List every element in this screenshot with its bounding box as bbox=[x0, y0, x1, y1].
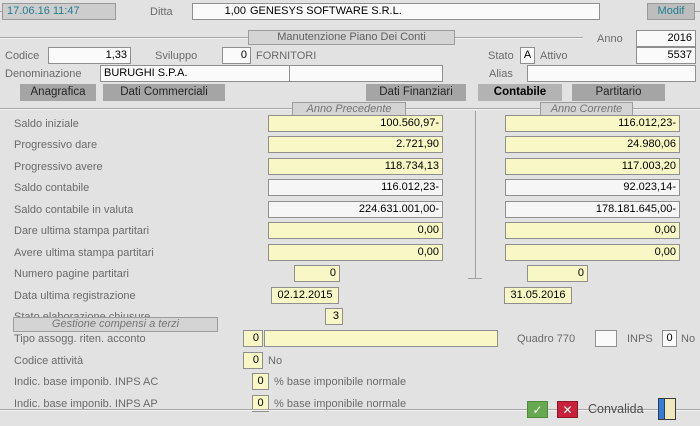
progressivo-avere-prev[interactable]: 118.734,13 bbox=[268, 158, 443, 175]
saldo-valuta-prev: 224.631.001,00- bbox=[268, 201, 443, 218]
anno-label: Anno bbox=[597, 33, 623, 45]
stato-label: Stato bbox=[488, 50, 514, 62]
codice-attivita-field[interactable]: 0 bbox=[243, 352, 263, 369]
column-divider bbox=[475, 111, 476, 279]
alias-field[interactable] bbox=[527, 65, 696, 82]
saldo-iniziale-curr[interactable]: 116.012,23- bbox=[505, 115, 680, 132]
codice-field[interactable]: 1,33 bbox=[48, 47, 131, 64]
section-header-compensi: Gestione compensi a terzi bbox=[13, 317, 218, 332]
saldo-iniziale-prev[interactable]: 100.560,97- bbox=[268, 115, 443, 132]
page-title: Manutenzione Piano Dei Conti bbox=[248, 30, 455, 45]
saldo-contabile-prev: 116.012,23- bbox=[268, 179, 443, 196]
dare-stampa-curr[interactable]: 0,00 bbox=[505, 222, 680, 239]
saldo-contabile-curr: 92.023,14- bbox=[505, 179, 680, 196]
saldo-valuta-curr: 178.181.645,00- bbox=[505, 201, 680, 218]
row-label: Saldo contabile bbox=[14, 182, 90, 194]
quadro770-label: Quadro 770 bbox=[517, 333, 576, 345]
x-icon: ✕ bbox=[562, 403, 573, 417]
anno-field[interactable]: 2016 bbox=[636, 30, 696, 47]
inps-ap-desc: % base imponibile normale bbox=[274, 398, 407, 410]
codice-label: Codice bbox=[5, 50, 40, 62]
cancel-button[interactable]: ✕ bbox=[557, 401, 578, 418]
exit-icon[interactable] bbox=[658, 398, 676, 420]
denominazione-extra-field[interactable] bbox=[289, 65, 443, 82]
row-label: Progressivo dare bbox=[14, 139, 98, 151]
inps-ap-field[interactable]: 0 bbox=[252, 395, 269, 412]
num-pagine-curr[interactable]: 0 bbox=[527, 265, 588, 282]
check-icon: ✓ bbox=[532, 403, 543, 417]
tab-dati-finanziari[interactable]: Dati Finanziari bbox=[366, 84, 466, 101]
alias-label: Alias bbox=[489, 68, 513, 80]
timestamp: 17.06.16 11:47 bbox=[2, 3, 116, 20]
inps-ac-field[interactable]: 0 bbox=[252, 373, 269, 390]
ditta-code: 1,00 bbox=[224, 5, 246, 17]
ditta-field[interactable]: 1,00 GENESYS SOFTWARE S.R.L. bbox=[192, 3, 600, 20]
divider bbox=[0, 11, 3, 12]
tab-anagrafica[interactable]: Anagrafica bbox=[20, 84, 96, 101]
inps-desc: No bbox=[681, 333, 696, 345]
exit-icon-page bbox=[665, 399, 675, 419]
avere-stampa-curr[interactable]: 0,00 bbox=[505, 244, 680, 261]
denominazione-field[interactable]: BURUGHI S.P.A. bbox=[100, 65, 290, 82]
divider bbox=[0, 409, 700, 411]
sviluppo-field[interactable]: 0 bbox=[222, 47, 251, 64]
sviluppo-label: Sviluppo bbox=[155, 50, 198, 62]
tab-dati-commerciali[interactable]: Dati Commerciali bbox=[103, 84, 225, 101]
confirm-button[interactable]: ✓ bbox=[527, 401, 548, 418]
row-label: Progressivo avere bbox=[14, 161, 103, 173]
convalida-label: Convalida bbox=[588, 402, 644, 416]
stato-field[interactable]: A bbox=[520, 47, 535, 64]
inps-ac-label: Indic. base imponib. INPS AC bbox=[14, 376, 159, 388]
dare-stampa-prev[interactable]: 0,00 bbox=[268, 222, 443, 239]
tipo-assogg-desc-field[interactable] bbox=[264, 330, 498, 347]
avere-stampa-prev[interactable]: 0,00 bbox=[268, 244, 443, 261]
data-ultima-reg-curr[interactable]: 31.05.2016 bbox=[504, 287, 572, 304]
quadro770-field[interactable] bbox=[595, 330, 617, 347]
row-label: Numero pagine partitari bbox=[14, 268, 129, 280]
tipo-assogg-code-field[interactable]: 0 bbox=[243, 330, 263, 347]
inps-ac-desc: % base imponibile normale bbox=[274, 376, 407, 388]
tab-contabile[interactable]: Contabile bbox=[478, 84, 562, 101]
data-ultima-reg-prev[interactable]: 02.12.2015 bbox=[271, 287, 339, 304]
row-label: Data ultima registrazione bbox=[14, 290, 136, 302]
conto-numero-field: 5537 bbox=[636, 47, 696, 64]
row-label: Avere ultima stampa partitari bbox=[14, 247, 154, 259]
modif-button[interactable]: Modif bbox=[647, 3, 695, 20]
row-label: Dare ultima stampa partitari bbox=[14, 225, 150, 237]
sviluppo-desc: FORNITORI bbox=[256, 50, 317, 62]
inps-ap-label: Indic. base imponib. INPS AP bbox=[14, 398, 158, 410]
codice-attivita-desc: No bbox=[268, 355, 283, 367]
progressivo-avere-curr[interactable]: 117.003,20 bbox=[505, 158, 680, 175]
row-label: Saldo contabile in valuta bbox=[14, 204, 134, 216]
stato-desc: Attivo bbox=[540, 50, 568, 62]
stato-elaborazione-field[interactable]: 3 bbox=[325, 308, 343, 325]
ditta-label: Ditta bbox=[150, 6, 173, 18]
progressivo-dare-prev[interactable]: 2.721,90 bbox=[268, 136, 443, 153]
row-label: Saldo iniziale bbox=[14, 118, 79, 130]
inps-label: INPS bbox=[627, 333, 653, 345]
num-pagine-prev[interactable]: 0 bbox=[294, 265, 340, 282]
tipo-assogg-label: Tipo assogg. riten. acconto bbox=[14, 333, 146, 345]
divider bbox=[695, 11, 700, 12]
ditta-name: GENESYS SOFTWARE S.R.L. bbox=[250, 5, 402, 17]
tab-partitario[interactable]: Partitario bbox=[572, 84, 665, 101]
denominazione-label: Denominazione bbox=[5, 68, 82, 80]
inps-field[interactable]: 0 bbox=[662, 330, 677, 347]
exit-icon-cover bbox=[659, 399, 665, 419]
progressivo-dare-curr[interactable]: 24.980,06 bbox=[505, 136, 680, 153]
codice-attivita-label: Codice attività bbox=[14, 355, 84, 367]
column-divider-cap bbox=[468, 278, 482, 279]
